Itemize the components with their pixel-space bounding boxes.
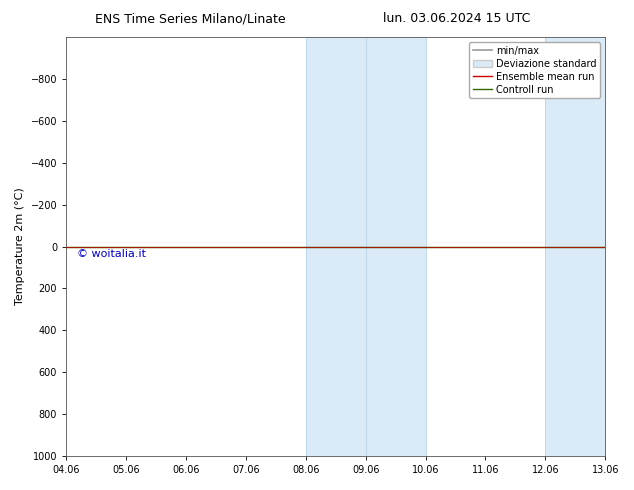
Text: ENS Time Series Milano/Linate: ENS Time Series Milano/Linate [95, 12, 285, 25]
Bar [545, 37, 605, 456]
Y-axis label: Temperature 2m (°C): Temperature 2m (°C) [15, 188, 25, 305]
Text: © woitalia.it: © woitalia.it [77, 248, 146, 259]
Text: lun. 03.06.2024 15 UTC: lun. 03.06.2024 15 UTC [383, 12, 530, 25]
Legend: min/max, Deviazione standard, Ensemble mean run, Controll run: min/max, Deviazione standard, Ensemble m… [469, 42, 600, 98]
Bar [306, 37, 425, 456]
